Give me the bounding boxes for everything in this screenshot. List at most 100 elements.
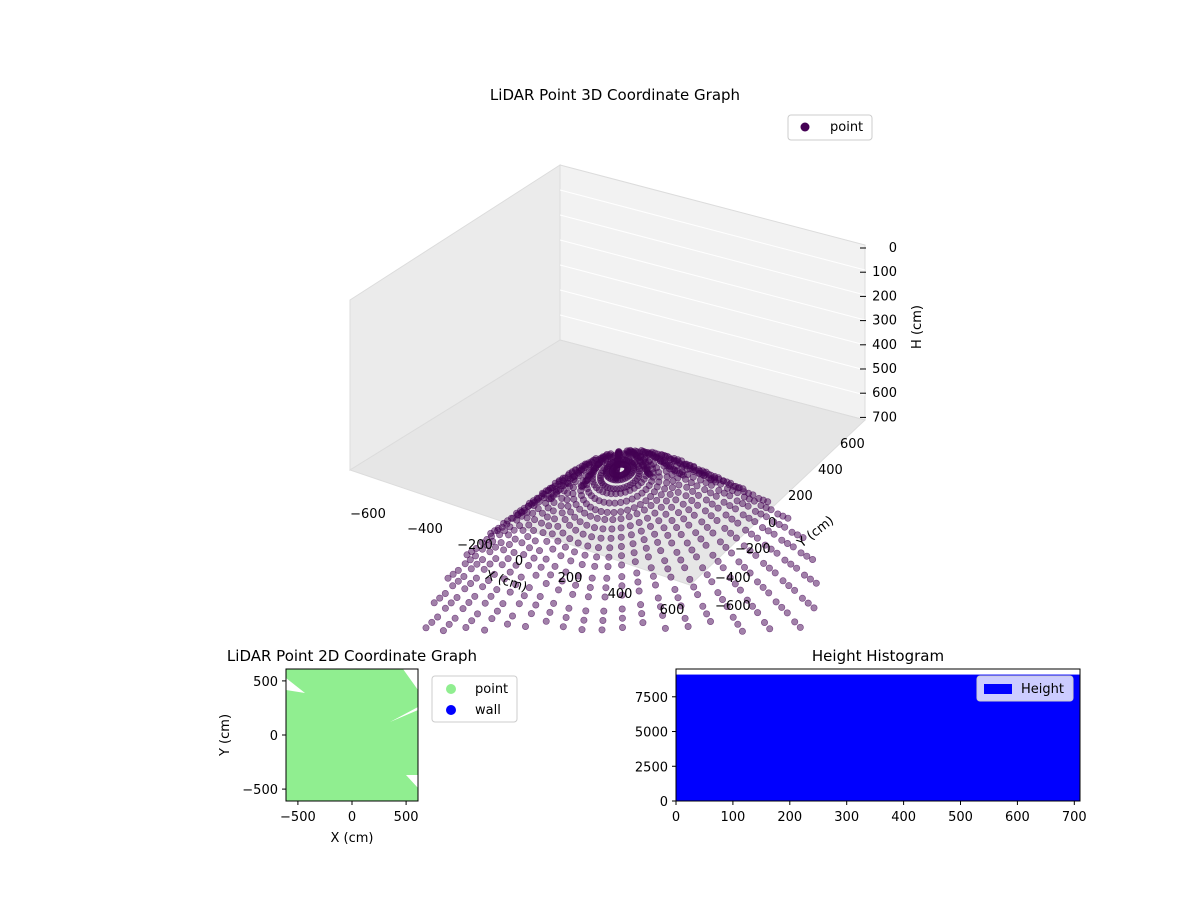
scatter-point [727,529,735,537]
scatter-point [605,553,613,561]
scatter-point [812,579,820,587]
scatter-point [486,548,494,556]
scatter-point [791,618,799,626]
scatter-point [554,537,562,545]
scatter-point [563,496,571,504]
scatter-point [617,533,625,541]
scatter-point [625,513,633,521]
scatter-point [707,512,715,520]
scatter-point [770,518,778,526]
scatter-point [460,572,468,580]
scatter-point [740,493,748,501]
scatter-point [762,513,770,521]
scatter-point [566,535,574,543]
scatter-point [549,507,557,515]
scatter-point [799,534,807,542]
scatter-point [664,531,672,539]
scatter-point [668,484,676,492]
scatter-point [519,526,527,534]
scatter-point [657,491,665,499]
scatter-point [571,513,579,521]
scatter-point [617,542,625,550]
z-tick-label-3d: 400 [872,338,897,353]
scatter-point [532,601,540,609]
y-tick-label-3d: 600 [840,437,865,452]
scatter-point [688,546,696,554]
scatter-point [535,498,543,506]
scatter-point [664,565,672,573]
scatter-point [699,564,707,572]
scatter-point [561,543,569,551]
scatter-point [593,553,601,561]
scatter-point [696,476,704,484]
scatter-point [493,607,501,615]
scatter-point [602,584,610,592]
scatter-point [516,522,524,530]
scatter-point [775,520,783,528]
scatter-point [651,509,659,517]
scatter-point [581,509,589,517]
scatter-point [751,518,759,526]
scatter-point [575,472,583,480]
scatter-point [504,555,512,563]
scatter-point [708,578,716,586]
scatter-point [806,575,814,583]
scatter-point [520,592,528,600]
scatter-point [564,502,572,510]
scatter-point [617,498,625,506]
x-tick-label-3d: 400 [608,587,633,602]
scatter-point [734,519,742,527]
x-tick-label-histogram: 300 [834,810,859,825]
scatter-point [621,488,629,496]
scatter-point [617,552,625,560]
scatter-point [766,625,774,633]
scatter-point [781,556,789,564]
scatter-point [529,509,537,517]
scatter-point [793,564,801,572]
scatter-point [570,548,578,556]
scatter-point [688,496,696,504]
z-tick-label-3d: 0 [889,241,897,256]
scatter-point [681,564,689,572]
scatter-point [764,527,772,535]
x-tick-label-3d: −400 [407,522,443,537]
scatter-point [656,457,664,465]
scatter-point [483,541,491,549]
scatter-point [505,540,513,548]
scatter-point [783,539,791,547]
scatter-point [640,536,648,544]
scatter-point [694,491,702,499]
scatter-point [675,481,683,489]
scatter-point [702,496,710,504]
scatter-point [661,557,669,565]
z-tick-label-3d: 700 [872,410,897,425]
chart-3d: LiDAR Point 3D Coordinate Graph −600 −400… [348,86,925,635]
scatter-point [660,524,668,532]
scatter-point [714,557,722,565]
scatter-point [532,571,540,579]
scatter-point [685,521,693,529]
legend-2d-wall-marker [446,705,456,715]
scatter-point [527,610,535,618]
scatter-point [656,603,664,611]
legend-histogram-swatch [984,684,1012,694]
scatter-point [677,602,685,610]
scatter-point [701,507,709,515]
scatter-point [638,610,646,618]
scatter-point [618,614,626,622]
scatter-point [497,539,505,547]
scatter-point [524,561,532,569]
scatter-point [752,551,760,559]
legend-2d-point-label: point [475,682,508,697]
scatter-point [508,612,516,620]
scatter-point [673,548,681,556]
scatter-point [650,488,658,496]
scatter-point [557,552,565,560]
scatter-point [633,510,641,518]
scatter-point [712,492,720,500]
scatter-point [500,575,508,583]
scatter-point [639,619,647,627]
scatter-point [694,501,702,509]
scatter-point [599,616,607,624]
scatter-point [722,543,730,551]
